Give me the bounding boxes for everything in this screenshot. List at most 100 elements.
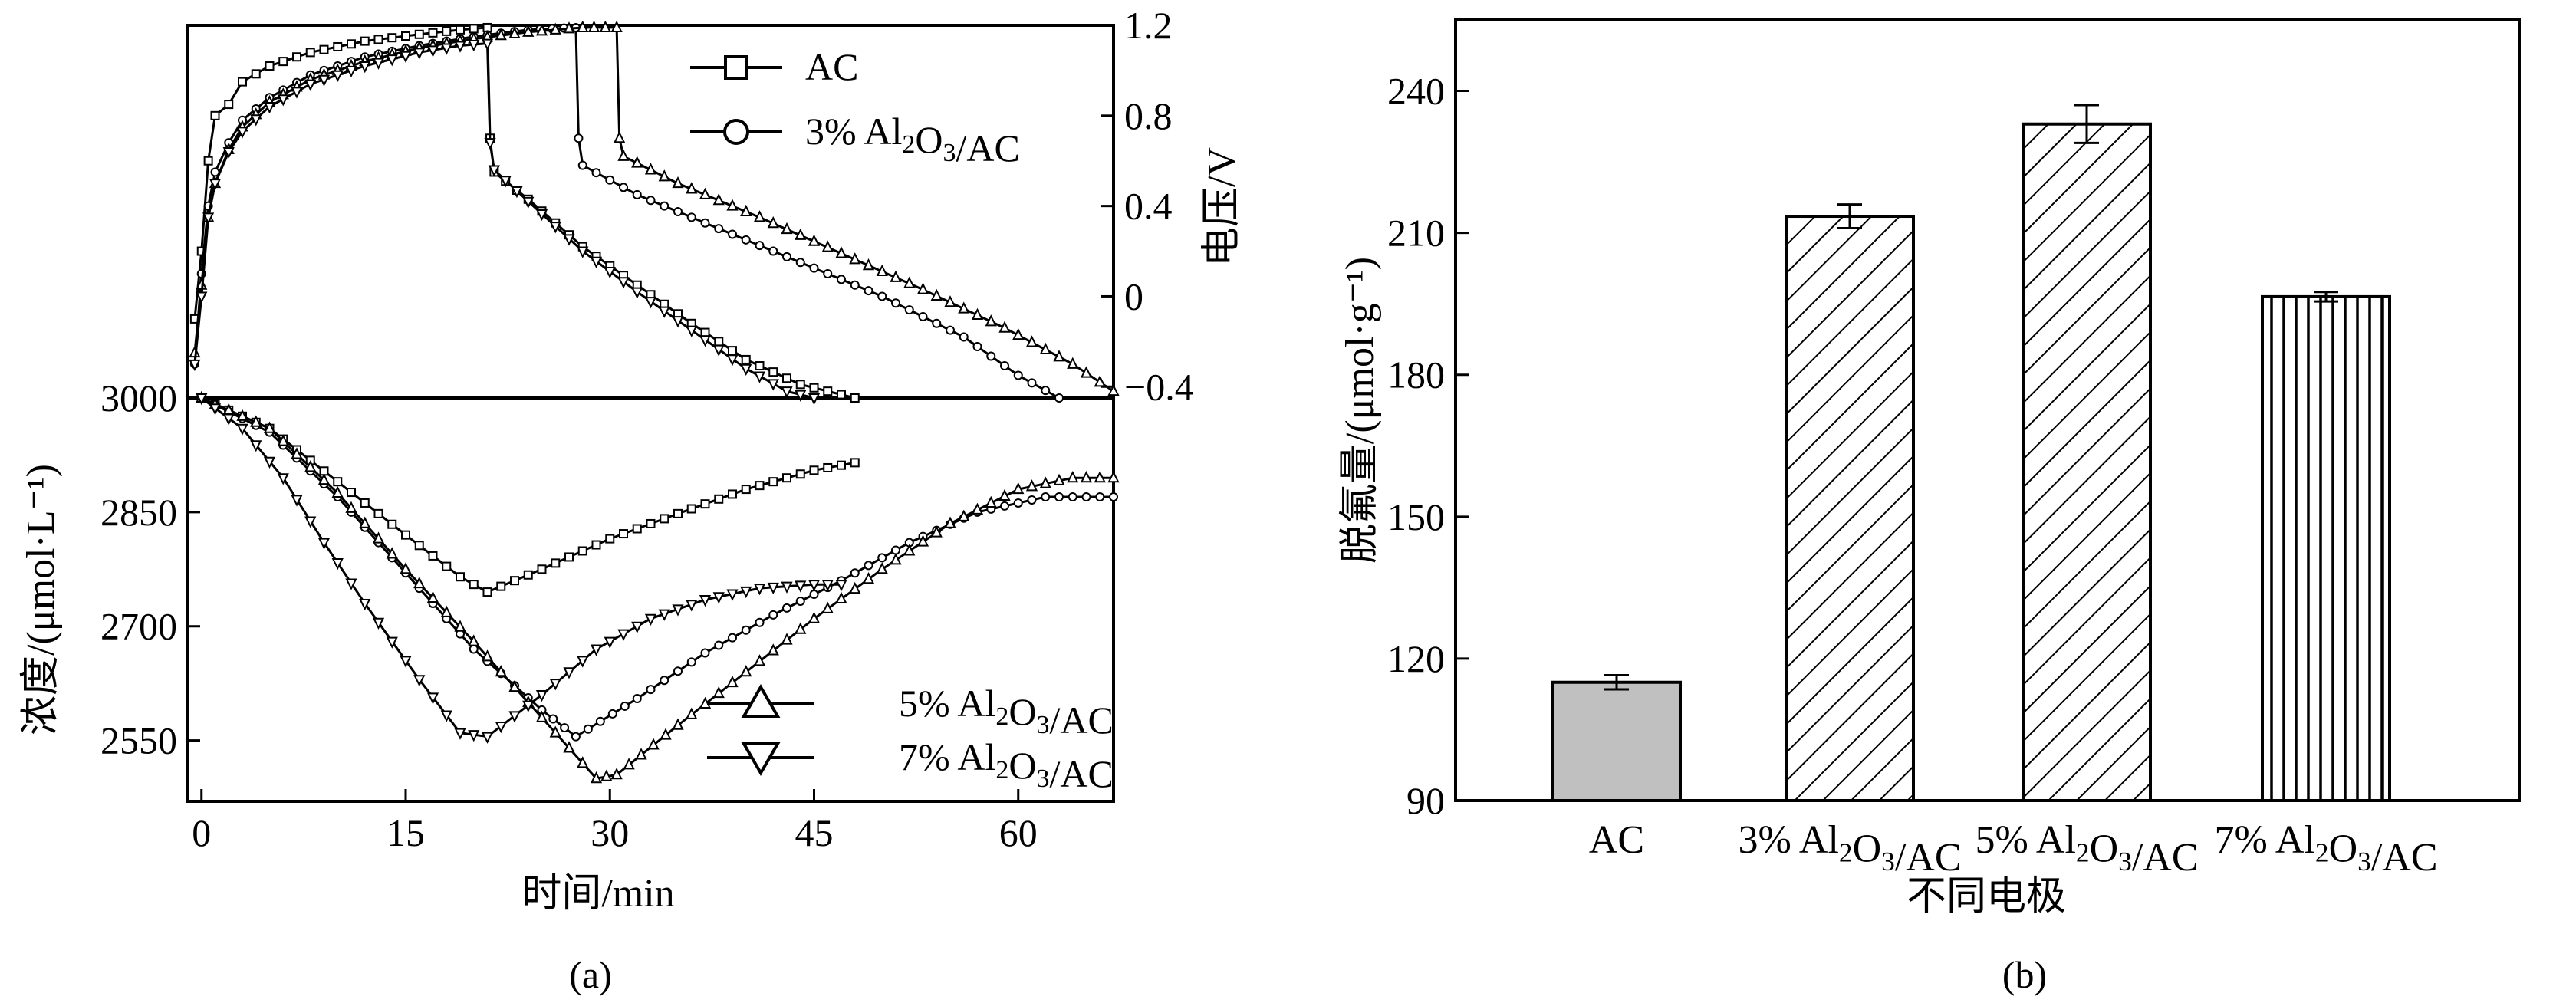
voltage-point-ac xyxy=(203,156,213,166)
voltage-point-5-al-o-ac xyxy=(781,222,793,235)
voltage-point-ac xyxy=(469,24,479,34)
voltage-point-7-al-o-ac xyxy=(658,306,670,318)
y-tick-label-b: 210 xyxy=(1387,212,1445,255)
voltage-point-5-al-o-ac xyxy=(985,314,997,327)
concentration-plot-frame xyxy=(186,396,1115,803)
voltage-point-ac xyxy=(251,69,261,79)
concentration-point-5-al-o-ac xyxy=(1039,476,1051,488)
voltage-point-3-al-o-ac xyxy=(918,311,928,321)
concentration-point-7-al-o-ac xyxy=(277,473,289,485)
voltage-point-5-al-o-ac xyxy=(563,21,575,34)
concentration-point-ac xyxy=(673,508,683,518)
voltage-point-5-al-o-ac xyxy=(998,321,1011,333)
voltage-point-5-al-o-ac xyxy=(535,24,548,36)
legend-item-7pct: 7% Al2O3/AC xyxy=(707,735,1114,795)
concentration-point-ac xyxy=(360,498,370,508)
voltage-point-7-al-o-ac xyxy=(617,277,630,289)
x-tick-label-b-5-al-o-ac: 5% Al2O3/AC xyxy=(1975,818,2198,880)
concentration-point-ac xyxy=(632,524,642,534)
voltage-point-5-al-o-ac xyxy=(890,270,902,282)
concentration-point-5-al-o-ac xyxy=(958,509,970,521)
voltage-point-ac xyxy=(850,393,860,403)
voltage-point-7-al-o-ac xyxy=(644,297,657,309)
concentration-point-5-al-o-ac xyxy=(1067,470,1079,483)
concentration-point-ac xyxy=(469,580,479,590)
voltage-point-5-al-o-ac xyxy=(699,187,712,199)
voltage-point-5-al-o-ac xyxy=(753,210,766,222)
concentration-point-ac xyxy=(577,546,587,556)
concentration-point-5-al-o-ac xyxy=(331,485,344,498)
concentration-point-5-al-o-ac xyxy=(808,611,821,623)
voltage-point-3-al-o-ac xyxy=(795,258,805,268)
concentration-point-3-al-o-ac xyxy=(660,676,669,686)
panel-label-a: (a) xyxy=(569,953,612,996)
voltage-point-5-al-o-ac xyxy=(617,149,630,161)
y-tick-label-right-a: 0.4 xyxy=(1124,185,1173,228)
voltage-point-5-al-o-ac xyxy=(672,176,684,189)
voltage-point-3-al-o-ac xyxy=(632,189,642,199)
y-axis-label-right-a: 电压/V xyxy=(1200,147,1244,267)
concentration-point-3-al-o-ac xyxy=(1000,501,1009,511)
x-tick-label-b-3-al-o-ac: 3% Al2O3/AC xyxy=(1738,818,1961,880)
concentration-point-7-al-o-ac xyxy=(508,711,521,723)
voltage-point-3-al-o-ac xyxy=(850,280,860,290)
x-tick-label-b-7-al-o-ac: 7% Al2O3/AC xyxy=(2214,818,2437,880)
concentration-point-7-al-o-ac xyxy=(291,495,303,507)
voltage-point-7-al-o-ac xyxy=(440,43,452,55)
voltage-point-5-al-o-ac xyxy=(795,228,807,240)
concentration-point-5-al-o-ac xyxy=(263,421,276,433)
voltage-point-5-al-o-ac xyxy=(644,163,657,175)
concentration-point-7-al-o-ac xyxy=(617,629,630,641)
concentration-point-5-al-o-ac xyxy=(1025,479,1038,492)
concentration-point-7-al-o-ac xyxy=(590,644,603,656)
x-axis-label-b: 不同电极 xyxy=(1907,875,2066,919)
concentration-point-5-al-o-ac xyxy=(876,562,888,574)
voltage-point-5-al-o-ac xyxy=(849,252,861,265)
concentration-point-7-al-o-ac xyxy=(359,598,371,611)
concentration-point-7-al-o-ac xyxy=(686,600,698,612)
concentration-point-3-al-o-ac xyxy=(1081,492,1091,502)
concentration-point-ac xyxy=(823,462,833,472)
concentration-point-ac xyxy=(523,570,533,580)
concentration-point-ac xyxy=(591,540,601,550)
voltage-point-3-al-o-ac xyxy=(946,325,955,335)
voltage-point-3-al-o-ac xyxy=(741,235,751,245)
bar-5-al-o-ac xyxy=(2022,122,2152,802)
concentration-point-7-al-o-ac xyxy=(372,617,385,630)
voltage-point-ac xyxy=(809,383,819,393)
voltage-point-ac xyxy=(714,337,724,347)
voltage-point-7-al-o-ac xyxy=(767,379,779,391)
voltage-point-5-al-o-ac xyxy=(587,20,600,32)
voltage-point-5-al-o-ac xyxy=(1067,357,1079,369)
voltage-point-7-al-o-ac xyxy=(511,186,523,199)
concentration-point-5-al-o-ac xyxy=(1094,470,1106,483)
y-tick-label-left-a: 2550 xyxy=(100,719,177,762)
concentration-point-5-al-o-ac xyxy=(481,649,494,662)
legend-top: AC 3% Al2O3/AC xyxy=(690,45,1020,169)
concentration-point-5-al-o-ac xyxy=(821,601,834,613)
voltage-point-5-al-o-ac xyxy=(495,28,507,41)
voltage-point-7-al-o-ac xyxy=(202,212,215,225)
voltage-point-3-al-o-ac xyxy=(591,168,601,178)
concentration-point-7-al-o-ac xyxy=(386,636,398,649)
concentration-point-5-al-o-ac xyxy=(985,495,997,508)
concentration-point-3-al-o-ac xyxy=(768,610,778,620)
voltage-point-7-al-o-ac xyxy=(808,393,821,406)
voltage-point-ac xyxy=(292,52,301,62)
voltage-point-7-al-o-ac xyxy=(712,344,725,357)
concentration-point-3-al-o-ac xyxy=(877,553,887,563)
voltage-point-ac xyxy=(837,390,846,400)
voltage-point-ac xyxy=(755,361,765,371)
voltage-point-5-al-o-ac xyxy=(767,215,779,229)
voltage-point-3-al-o-ac xyxy=(877,291,887,301)
concentration-point-ac xyxy=(809,465,819,475)
bar-plot-frame xyxy=(1454,18,2521,802)
legend-item-3pct: 3% Al2O3/AC xyxy=(690,110,1020,169)
concentration-point-5-al-o-ac xyxy=(916,534,929,547)
voltage-point-ac xyxy=(387,33,397,43)
concentration-point-7-al-o-ac xyxy=(563,667,575,679)
panel-label-b: (b) xyxy=(2002,953,2047,996)
voltage-point-3-al-o-ac xyxy=(1013,370,1023,380)
concentration-point-5-al-o-ac xyxy=(454,620,466,632)
concentration-point-ac xyxy=(347,488,356,498)
